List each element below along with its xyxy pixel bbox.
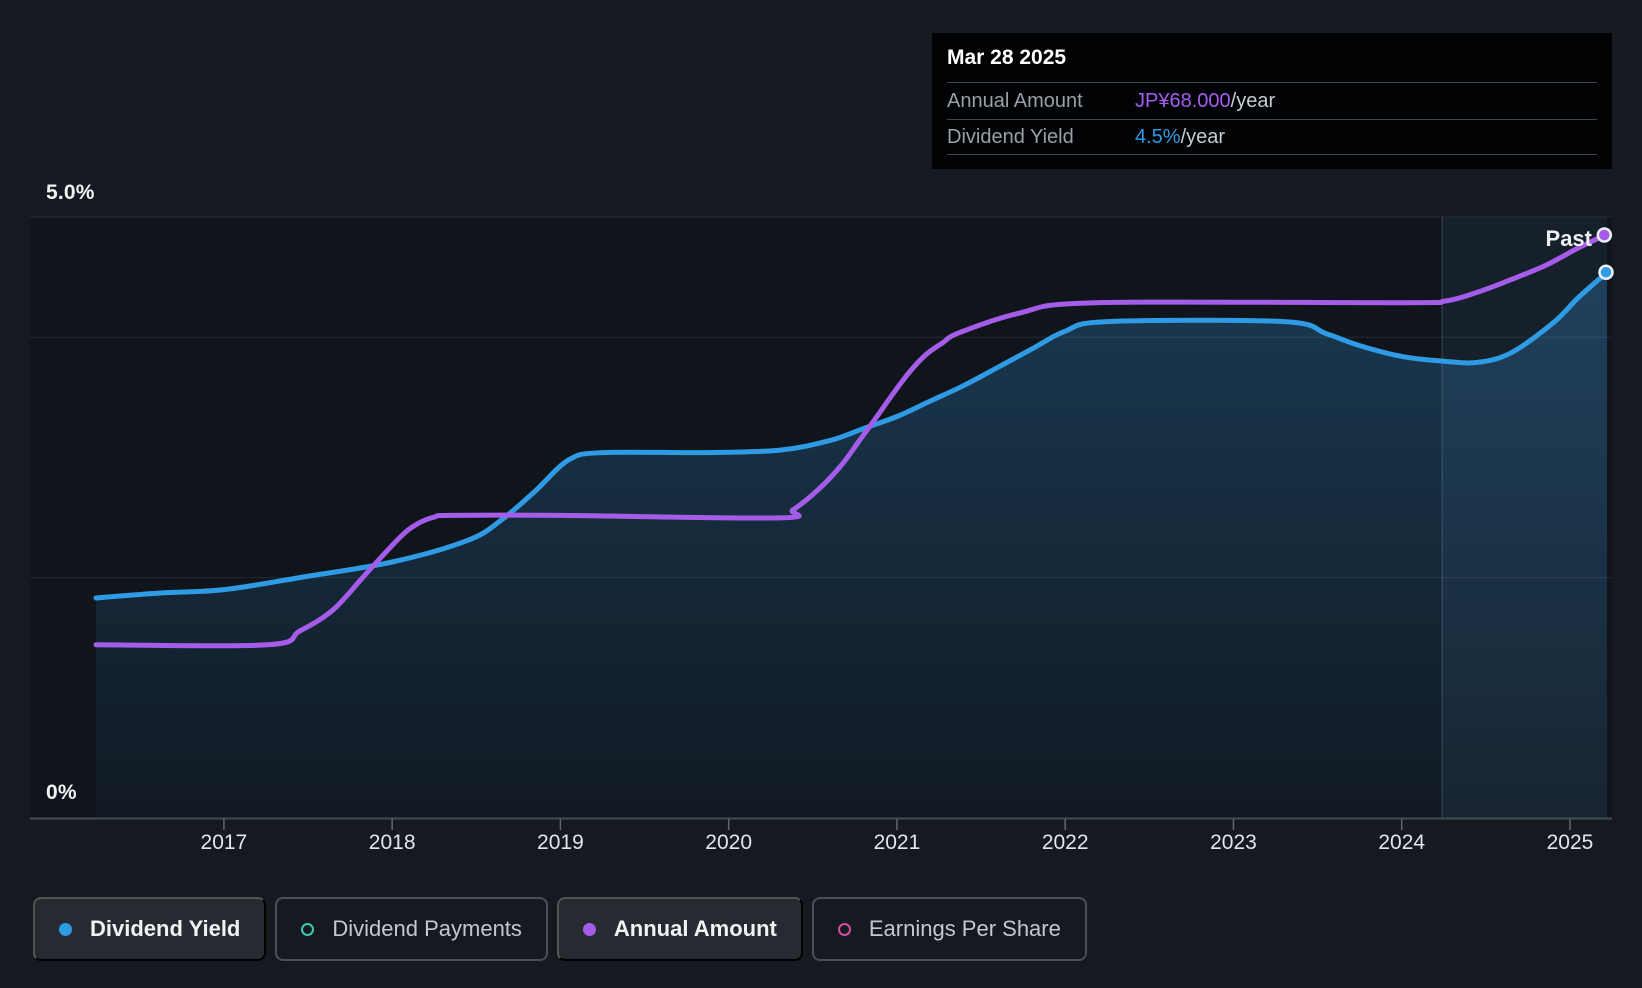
tooltip-label: Dividend Yield [947, 125, 1074, 148]
dividend-yield-area [96, 272, 1607, 818]
dividend-payments-ring-icon [301, 922, 315, 936]
tooltip-value-suffix: /year [1230, 89, 1276, 112]
x-axis-year-label: 2024 [1378, 831, 1425, 854]
past-region-label: Past [1545, 226, 1592, 251]
legend-toggle-dividend-payments[interactable]: Dividend Payments [275, 897, 548, 961]
tooltip-row-annual-amount: Annual Amount JP¥68.000/year [947, 82, 1597, 119]
legend-label: Earnings Per Share [868, 916, 1061, 941]
tooltip-label: Annual Amount [947, 89, 1083, 112]
legend-label: Dividend Payments [332, 916, 522, 941]
dividend-yield-end-dot [1598, 264, 1614, 281]
legend-toggle-annual-amount[interactable]: Annual Amount [556, 897, 803, 961]
annual-amount-end-dot [1596, 227, 1613, 243]
x-axis-year-label: 2019 [537, 831, 584, 854]
x-axis-year-label: 2021 [874, 831, 921, 854]
legend-toggle-earnings-per-share[interactable]: Earnings Per Share [811, 897, 1087, 961]
x-axis-year-label: 2025 [1547, 831, 1594, 854]
y-axis-max-label: 5.0% [46, 181, 95, 204]
tooltip-value: 4.5% [1135, 125, 1181, 148]
past-year-band [1442, 217, 1607, 818]
dividend-yield-dot-icon [59, 922, 72, 936]
chart-tooltip: Mar 28 2025 Annual Amount JP¥68.000/year… [932, 33, 1612, 169]
tooltip-value-suffix: /year [1180, 125, 1226, 148]
x-axis-year-label: 2020 [705, 831, 752, 854]
legend-label: Dividend Yield [90, 916, 241, 941]
chart-legend: Dividend Yield Dividend Payments Annual … [33, 897, 1087, 961]
y-axis-min-label: 0% [46, 781, 77, 804]
legend-toggle-dividend-yield[interactable]: Dividend Yield [33, 897, 267, 961]
x-axis-year-label: 2023 [1210, 831, 1257, 854]
tooltip-date: Mar 28 2025 [947, 45, 1067, 69]
dividend-yield-line [93, 269, 1610, 601]
x-axis-year-label: 2018 [369, 831, 416, 854]
annual-amount-line [93, 232, 1608, 649]
annual-amount-dot-icon [582, 922, 596, 936]
earnings-per-share-ring-icon [837, 922, 851, 936]
tooltip-value: JP¥68.000 [1135, 89, 1231, 112]
tooltip-row-dividend-yield: Dividend Yield 4.5%/year [947, 119, 1597, 155]
x-axis-year-label: 2022 [1042, 831, 1089, 854]
legend-label: Annual Amount [613, 916, 777, 941]
x-axis-year-label: 2017 [201, 831, 248, 854]
